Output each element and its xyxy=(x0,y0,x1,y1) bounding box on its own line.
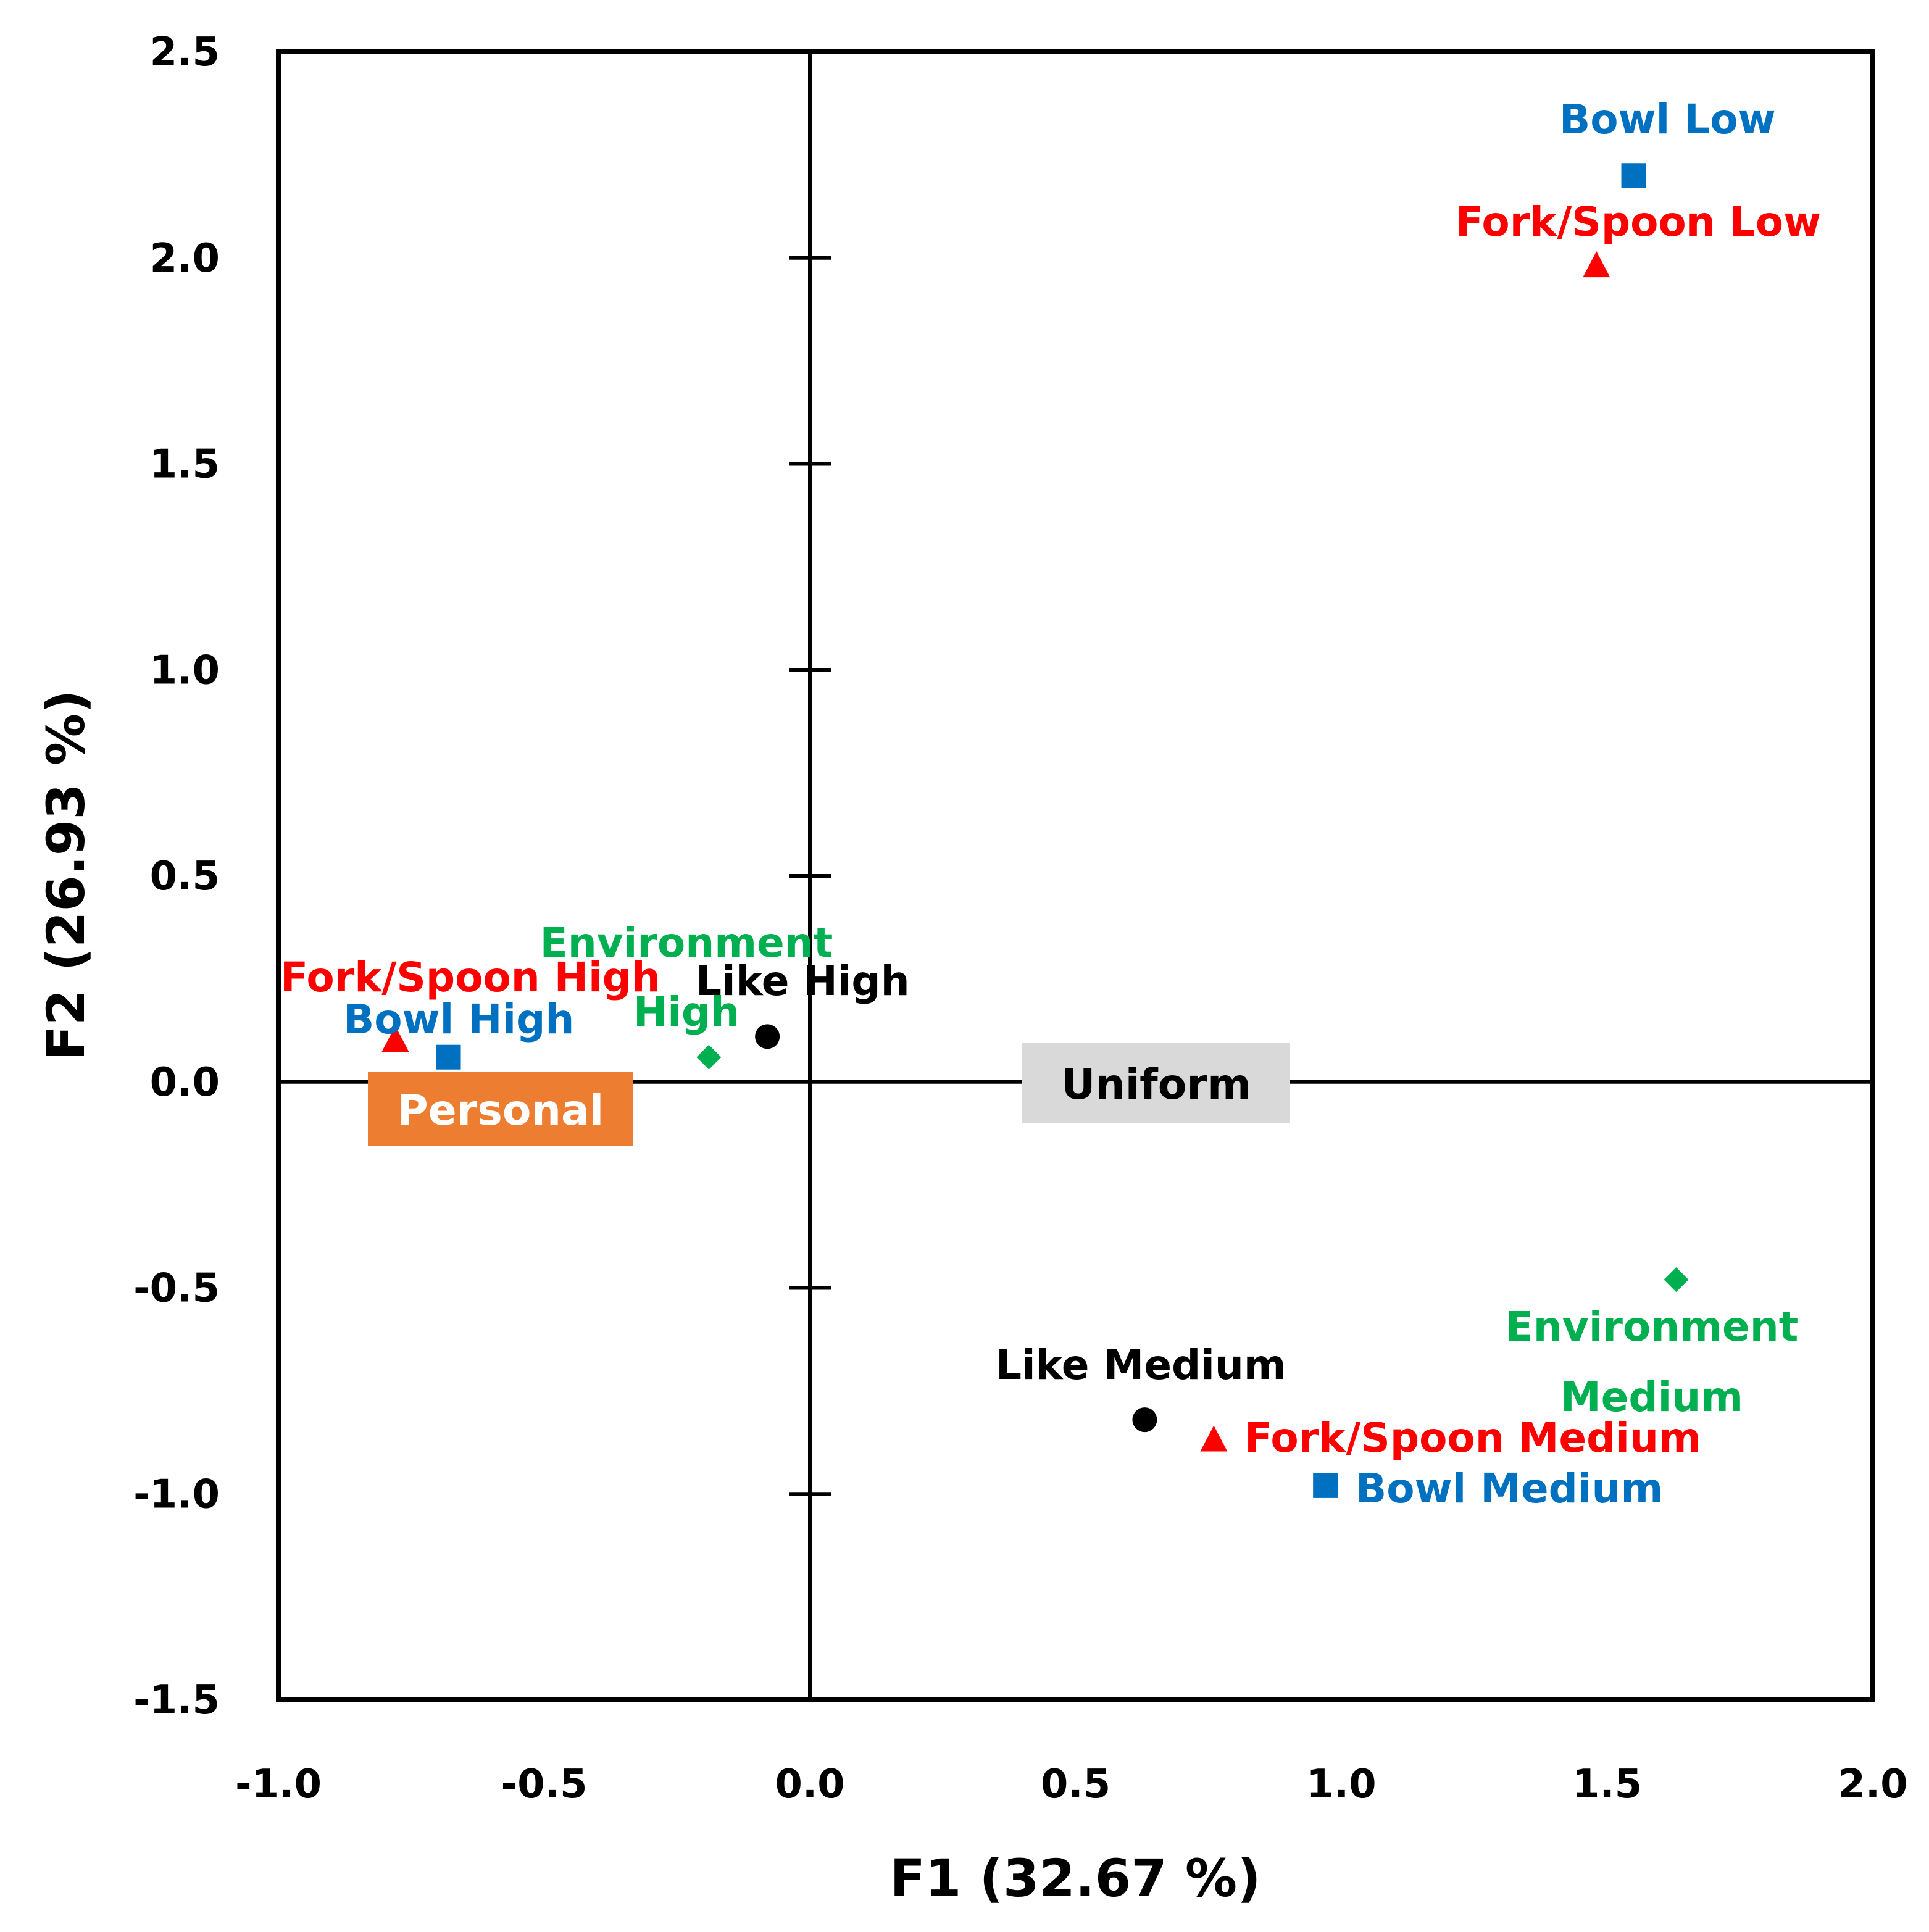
uniform-annotation: Uniform xyxy=(1022,1043,1290,1123)
label-environment-high-line1: Environment xyxy=(540,919,833,967)
label-environment-medium-line1: Environment xyxy=(1506,1303,1799,1351)
label-like-high: Like High xyxy=(696,957,910,1005)
y-tick-label: 1.5 xyxy=(150,442,220,488)
uniform-box xyxy=(1022,1043,1290,1123)
y-tick-label: 1.0 xyxy=(150,647,220,693)
marker-fork-spoon-high xyxy=(381,1026,409,1052)
marker-bowl-medium xyxy=(1313,1473,1338,1498)
personal-annotation: Personal xyxy=(368,1072,633,1146)
y-tick-label: 0.5 xyxy=(150,854,220,899)
label-environment-high-line2: High xyxy=(633,988,740,1036)
x-tick-label: -0.5 xyxy=(501,1762,588,1807)
marker-environment-high xyxy=(696,1044,722,1070)
uniform-text: Uniform xyxy=(1061,1060,1251,1109)
label-fork-spoon-high: Fork/Spoon High xyxy=(280,954,660,1001)
y-tick-label: -0.5 xyxy=(133,1266,220,1312)
label-fork-spoon-medium: Fork/Spoon Medium xyxy=(1244,1414,1701,1462)
y-axis-ticks: -1.5 -1.0 -0.5 0.0 0.5 1.0 1.5 2.0 2.5 xyxy=(133,30,831,1723)
label-environment-medium-line2: Medium xyxy=(1560,1373,1743,1421)
x-tick-label: 0.0 xyxy=(775,1762,844,1807)
x-tick-label: 2.0 xyxy=(1838,1762,1907,1807)
label-bowl-low: Bowl Low xyxy=(1559,96,1776,143)
data-markers xyxy=(381,163,1689,1498)
marker-bowl-high xyxy=(436,1044,461,1070)
marker-like-medium xyxy=(1132,1407,1157,1433)
y-tick-label: 2.5 xyxy=(150,30,220,75)
personal-text: Personal xyxy=(398,1086,604,1135)
x-tick-label: 1.0 xyxy=(1306,1762,1376,1807)
label-fork-spoon-low: Fork/Spoon Low xyxy=(1456,198,1821,246)
x-axis-title: F1 (32.67 %) xyxy=(890,1848,1261,1909)
y-tick-label: 0.0 xyxy=(150,1060,220,1105)
marker-like-high xyxy=(755,1024,780,1049)
point-labels: Like High Like Medium Bowl High Bowl Low… xyxy=(280,96,1821,1512)
marker-environment-medium xyxy=(1664,1267,1689,1293)
label-like-medium: Like Medium xyxy=(996,1341,1286,1389)
x-tick-label: 1.5 xyxy=(1572,1762,1642,1807)
label-bowl-medium: Bowl Medium xyxy=(1356,1465,1663,1512)
y-axis-title: F2 (26.93 %) xyxy=(36,690,96,1061)
y-tick-label: 2.0 xyxy=(150,236,220,281)
plot-area-frame xyxy=(276,49,1875,1702)
marker-fork-spoon-medium xyxy=(1200,1425,1228,1452)
marker-bowl-low xyxy=(1621,163,1646,188)
x-axis-ticks: -1.0 -0.5 0.0 0.5 1.0 1.5 2.0 xyxy=(235,1762,1908,1807)
x-tick-label: 0.5 xyxy=(1041,1762,1110,1807)
label-bowl-high: Bowl High xyxy=(343,996,574,1043)
marker-fork-spoon-low xyxy=(1583,251,1610,278)
personal-box xyxy=(368,1072,633,1146)
x-tick-label: -1.0 xyxy=(235,1762,322,1807)
y-tick-label: -1.5 xyxy=(133,1678,220,1723)
y-tick-label: -1.0 xyxy=(133,1472,220,1517)
